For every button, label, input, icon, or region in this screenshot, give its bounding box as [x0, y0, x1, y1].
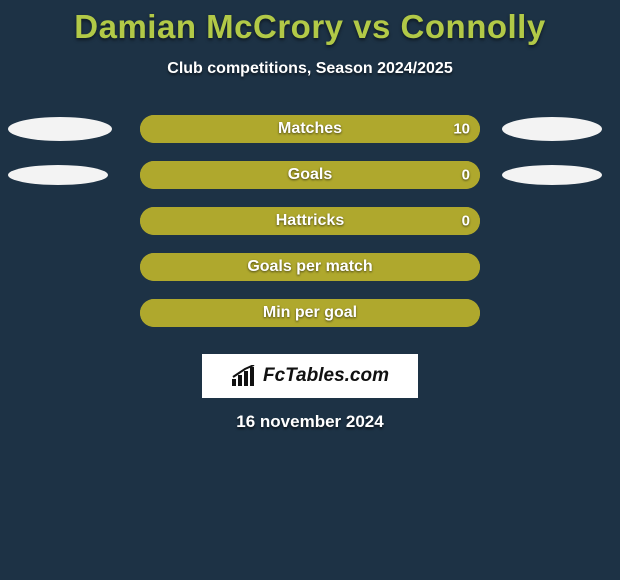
stat-bar: Hattricks 0	[140, 207, 480, 235]
stat-row: Hattricks 0	[0, 198, 620, 244]
player-right-marker	[502, 165, 602, 185]
brand-chart-icon	[231, 365, 257, 387]
stat-row: Min per goal	[0, 290, 620, 336]
player-left-marker	[8, 165, 108, 185]
stat-bar: Goals 0	[140, 161, 480, 189]
stat-value-right: 0	[462, 167, 470, 184]
stat-label: Goals	[288, 166, 332, 184]
stat-value-right: 0	[462, 213, 470, 230]
stat-label: Min per goal	[263, 304, 357, 322]
comparison-chart: Matches 10 Goals 0 Hattricks 0 Goals per match…	[0, 106, 620, 336]
player-left-marker	[8, 117, 112, 141]
stat-label: Matches	[278, 120, 342, 138]
brand-text: FcTables.com	[263, 365, 389, 387]
stat-label: Hattricks	[276, 212, 344, 230]
stat-bar: Min per goal	[140, 299, 480, 327]
player-right-marker	[502, 117, 602, 141]
stat-row: Matches 10	[0, 106, 620, 152]
stat-row: Goals per match	[0, 244, 620, 290]
stat-bar: Matches 10	[140, 115, 480, 143]
brand-badge: FcTables.com	[202, 354, 418, 398]
stat-row: Goals 0	[0, 152, 620, 198]
stat-label: Goals per match	[247, 258, 372, 276]
stat-bar: Goals per match	[140, 253, 480, 281]
timestamp: 16 november 2024	[0, 412, 620, 432]
page-title: Damian McCrory vs Connolly	[0, 0, 620, 46]
stat-value-right: 10	[453, 121, 470, 138]
subtitle: Club competitions, Season 2024/2025	[0, 60, 620, 78]
